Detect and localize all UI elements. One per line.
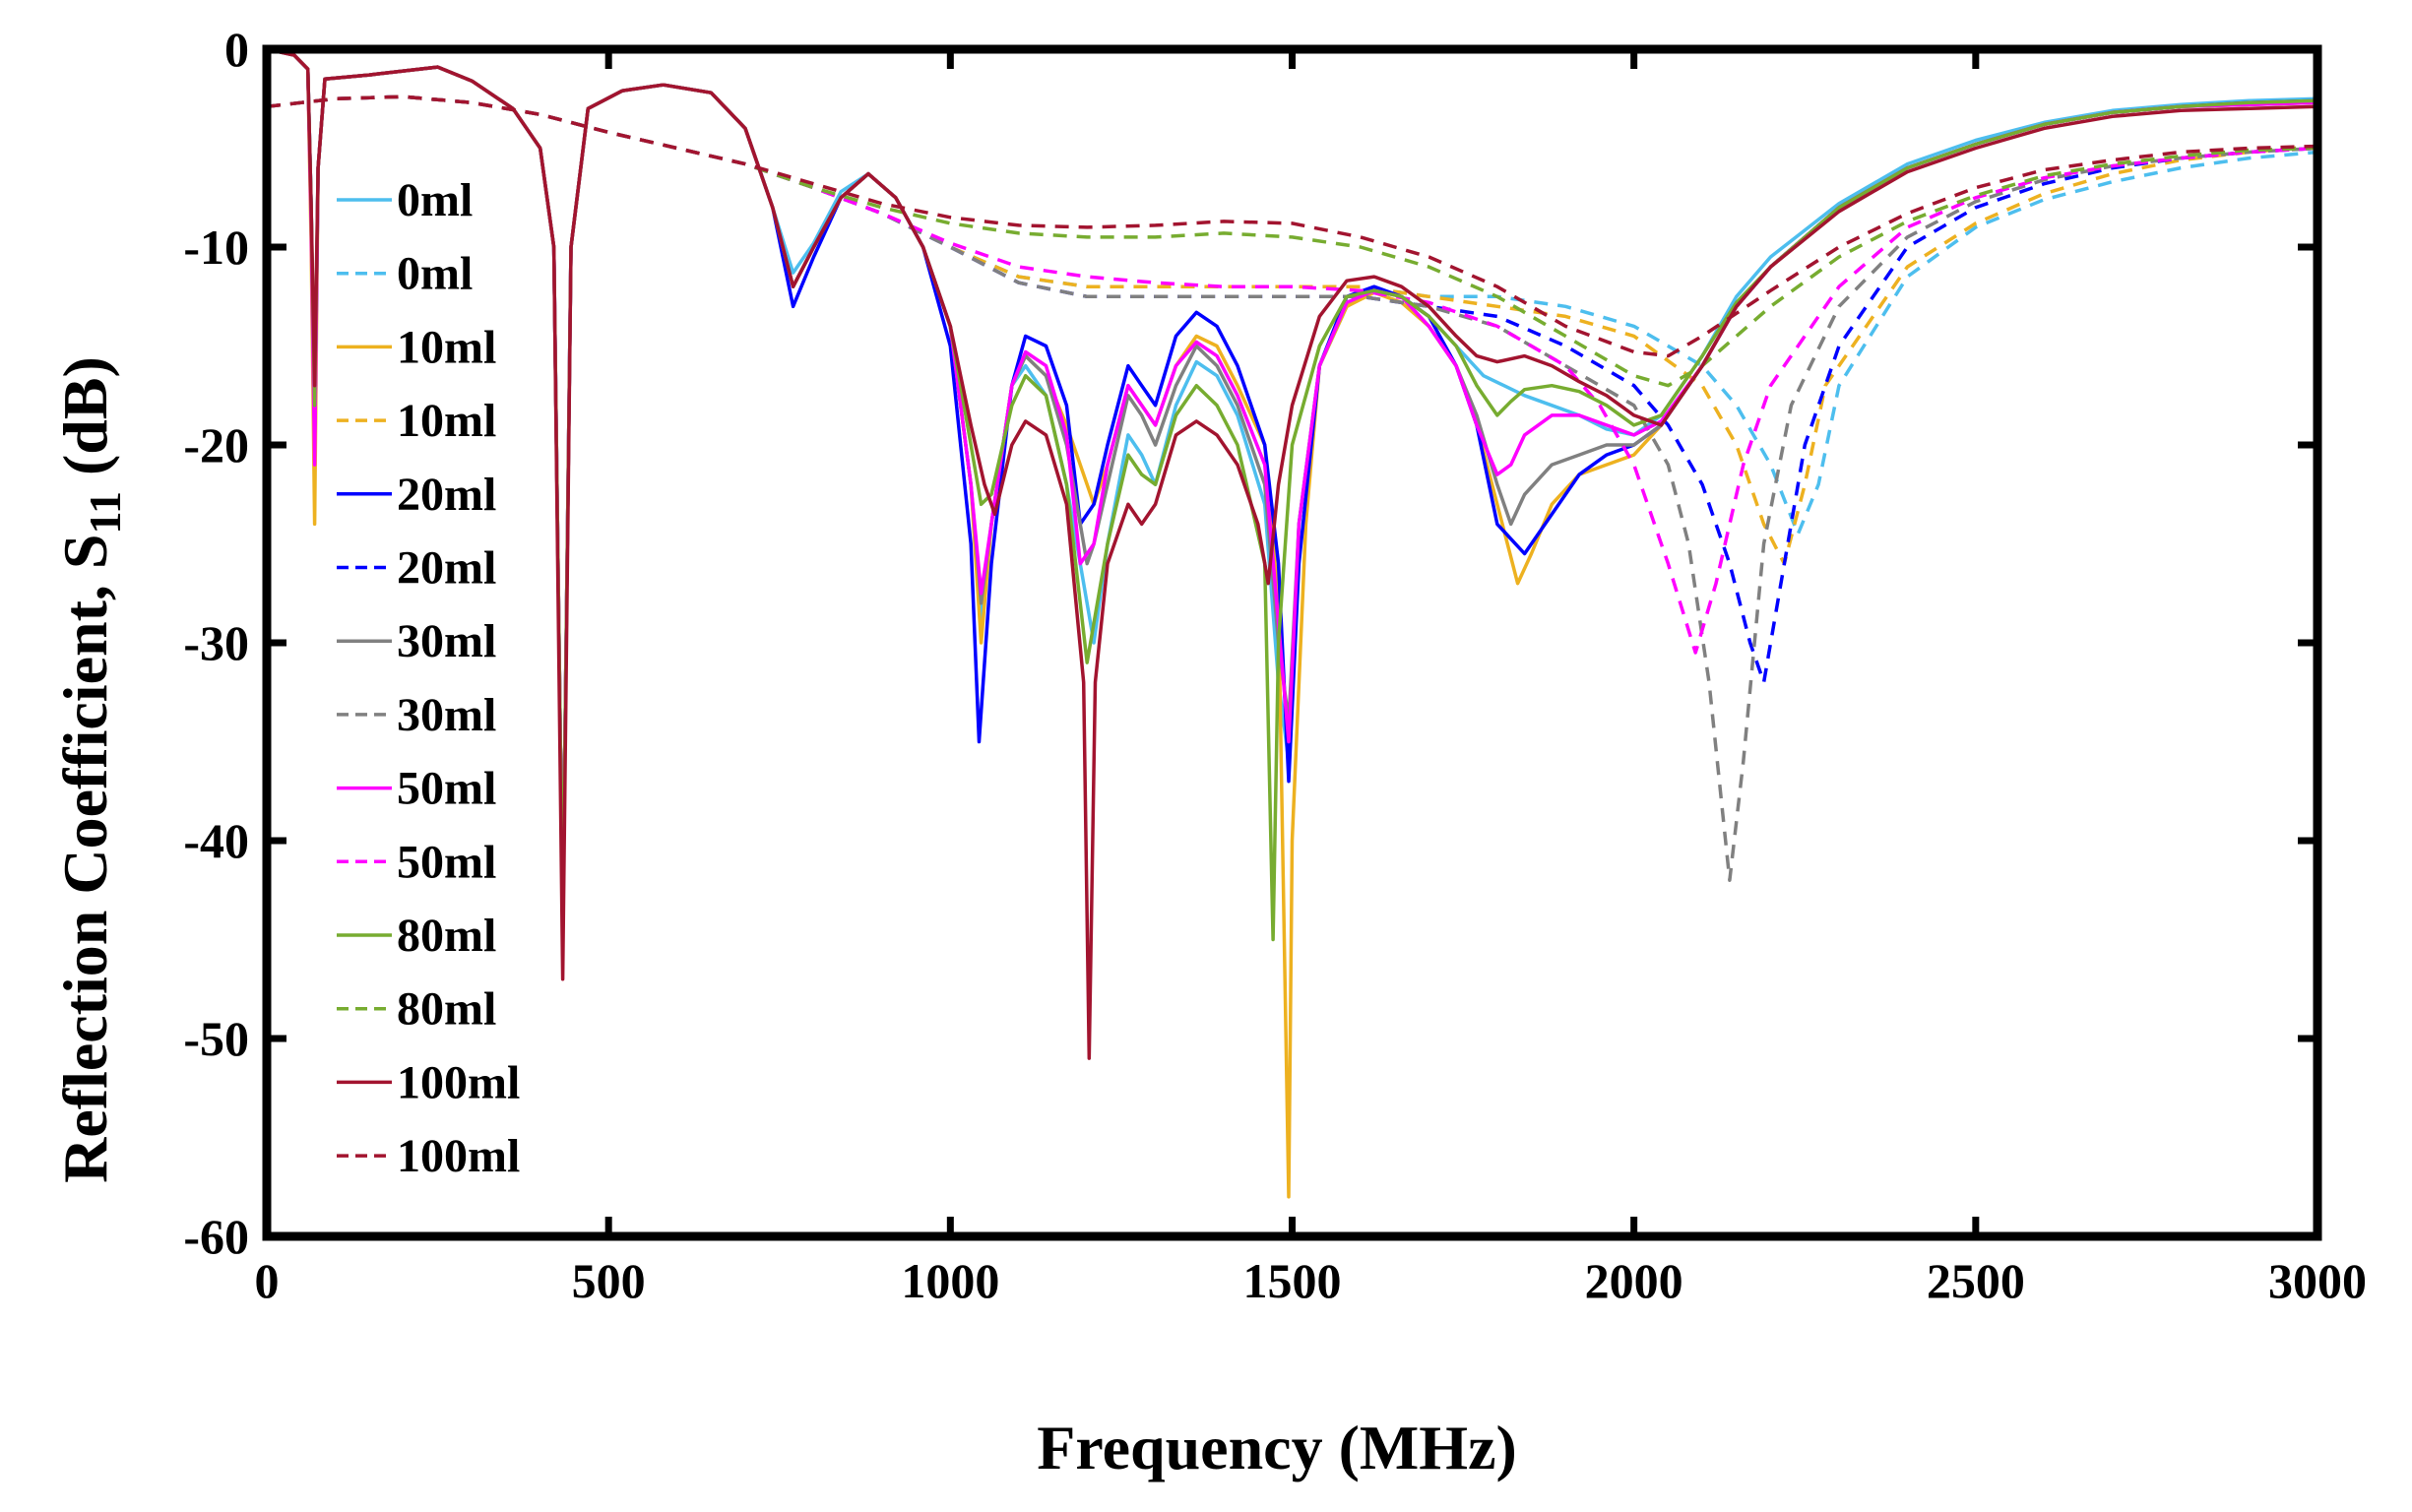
legend-entry: 30ml — [337, 689, 496, 741]
legend-entry: 30ml — [337, 615, 496, 667]
y-tick-label: -10 — [183, 220, 249, 275]
series-line-100ml-solid — [267, 49, 2317, 1060]
x-axis-label: Frequency (MHz) — [1037, 1413, 1517, 1482]
legend-label: 100ml — [397, 1130, 520, 1182]
legend-label: 10ml — [397, 321, 496, 373]
y-tick-label: -50 — [183, 1011, 249, 1066]
legend-entry: 10ml — [337, 321, 496, 373]
legend-entry: 80ml — [337, 910, 496, 962]
axes-layer: 0 500 1000 1500 2000 2500 3000 0 -10 -20 -30 -40 -50… — [183, 22, 2367, 1308]
legend-label: 0ml — [397, 174, 473, 226]
legend-entry: 0ml — [337, 248, 473, 300]
legend-entry: 10ml — [337, 395, 496, 447]
y-tick-label: -40 — [183, 813, 249, 868]
y-axis-label-subscript: 11 — [80, 491, 130, 534]
x-tick-label: 500 — [572, 1253, 646, 1308]
y-tick-label: -20 — [183, 417, 249, 472]
y-axis-label: Reflection Coefficient, S11 (dB) — [50, 356, 130, 1183]
legend-label: 80ml — [397, 983, 496, 1036]
series-layer — [267, 49, 2317, 1199]
legend-entry: 20ml — [337, 469, 496, 521]
legend-label: 30ml — [397, 615, 496, 667]
legend-label: 20ml — [397, 542, 496, 595]
legend-label: 10ml — [397, 395, 496, 447]
legend-entry: 100ml — [337, 1056, 520, 1108]
x-tick-label: 2000 — [1585, 1253, 1683, 1308]
x-tick-label: 0 — [255, 1253, 280, 1308]
legend-label: 0ml — [397, 248, 473, 300]
legend-entry: 50ml — [337, 836, 496, 888]
legend-label: 50ml — [397, 763, 496, 815]
legend-label: 100ml — [397, 1056, 520, 1108]
legend-entry: 20ml — [337, 542, 496, 595]
legend-label: 20ml — [397, 469, 496, 521]
y-tick-label: -60 — [183, 1209, 249, 1264]
series-line-100ml-dashed — [267, 94, 2317, 358]
legend: 0ml 0ml 10ml 10ml 20ml 20ml 30ml 30ml 50ml 50ml 80… — [337, 174, 520, 1182]
x-tick-label: 2500 — [1927, 1253, 2025, 1308]
x-tick-label: 1500 — [1243, 1253, 1342, 1308]
legend-entry: 0ml — [337, 174, 473, 226]
series-line-50ml-dashed — [267, 94, 2317, 655]
legend-label: 30ml — [397, 689, 496, 741]
legend-entry: 80ml — [337, 983, 496, 1036]
x-tick-label: 3000 — [2268, 1253, 2367, 1308]
x-tick-label: 1000 — [901, 1253, 999, 1308]
y-tick-label: -30 — [183, 615, 249, 670]
legend-label: 50ml — [397, 836, 496, 888]
y-axis-label-unit: (dB) — [50, 356, 120, 491]
svg-text:Reflection Coefficient, S11 (d: Reflection Coefficient, S11 (dB) — [50, 356, 130, 1183]
y-axis-label-main: Reflection Coefficient, S — [50, 535, 120, 1183]
legend-label: 80ml — [397, 910, 496, 962]
y-tick-label: 0 — [224, 22, 249, 77]
legend-entry: 100ml — [337, 1130, 520, 1182]
legend-entry: 50ml — [337, 763, 496, 815]
